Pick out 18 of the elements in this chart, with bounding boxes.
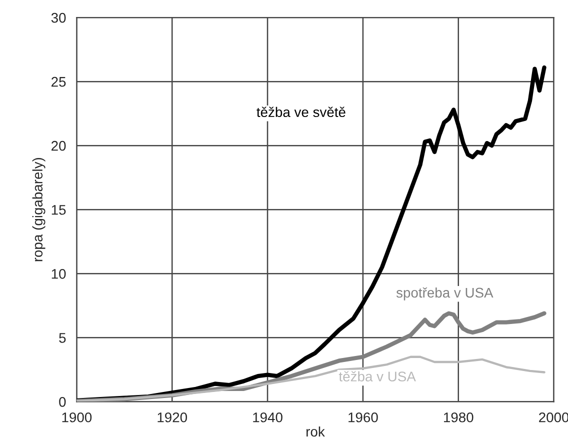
series-label: spotřeba v USA: [396, 287, 494, 300]
x-tick-label: 1920: [158, 412, 188, 422]
y-tick-label: 0: [59, 397, 66, 407]
y-tick-label: 15: [52, 205, 66, 215]
x-tick-label: 1900: [62, 412, 92, 422]
y-axis-title: ropa (gigabarely): [32, 158, 46, 262]
line-series: [76, 356, 546, 402]
y-tick-label: 30: [51, 12, 66, 23]
y-tick-label: 10: [52, 268, 66, 279]
text: těžba ve světě: [256, 106, 346, 118]
x-axis-title: rok: [306, 426, 325, 437]
y-tick-label: 20: [52, 140, 66, 151]
y-tick-label: 25: [52, 76, 66, 87]
x-tick-label: 1940: [253, 412, 282, 422]
series-label: těžba v USA: [338, 371, 416, 382]
x-tick-label: 1980: [444, 412, 474, 422]
y-tick-label: 5: [59, 333, 66, 343]
x-tick-label: 1960: [348, 412, 378, 422]
